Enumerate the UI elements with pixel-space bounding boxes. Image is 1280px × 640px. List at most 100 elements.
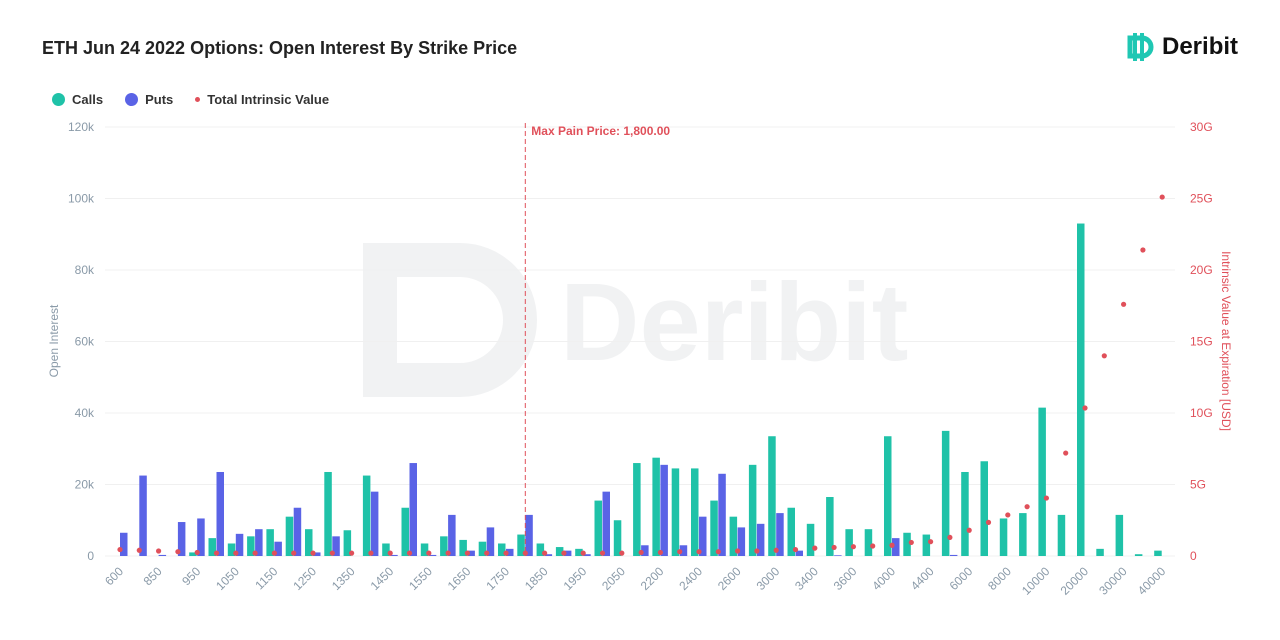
put-bar <box>274 541 282 556</box>
tiv-point <box>542 550 548 556</box>
put-bar <box>448 514 456 556</box>
tiv-point <box>387 550 393 556</box>
y-tick-label: 120k <box>68 120 95 134</box>
call-bar <box>1038 407 1046 556</box>
call-bar <box>382 543 390 556</box>
x-tick-label: 4400 <box>908 564 937 593</box>
watermark-icon <box>363 243 537 397</box>
tiv-point <box>677 549 683 555</box>
tiv-point <box>947 534 953 541</box>
tiv-point <box>406 550 413 556</box>
tiv-point <box>773 547 779 553</box>
call-bar <box>285 516 294 556</box>
legend-calls[interactable]: Calls <box>52 92 103 107</box>
call-bar <box>633 463 641 556</box>
call-bar <box>247 536 255 556</box>
put-bar <box>370 491 379 556</box>
legend-tiv-label: Total Intrinsic Value <box>207 92 330 107</box>
put-bar <box>795 550 803 556</box>
put-bar <box>120 532 128 556</box>
tiv-point <box>870 543 876 549</box>
put-bar <box>486 527 495 556</box>
call-bar <box>922 534 931 556</box>
legend-puts[interactable]: Puts <box>125 92 173 107</box>
call-bar <box>884 436 892 556</box>
max-pain-label: Max Pain Price: 1,800.00 <box>531 124 670 138</box>
tiv-point <box>754 548 760 554</box>
y2-axis-label: Intrinsic Value at Expiration [USD] <box>1219 251 1233 431</box>
put-bar <box>428 554 437 556</box>
y2-tick-label: 0 <box>1190 549 1197 563</box>
call-bar <box>343 530 352 556</box>
put-bar <box>525 514 533 556</box>
tiv-point <box>156 548 162 554</box>
call-bar <box>362 475 371 556</box>
y-tick-label: 80k <box>75 263 95 277</box>
put-bar <box>834 555 842 556</box>
x-tick-label: 600 <box>102 564 126 588</box>
x-tick-label: 1150 <box>252 564 280 592</box>
call-bar <box>189 552 197 556</box>
tiv-point <box>657 549 664 556</box>
call-bar <box>729 516 738 556</box>
deribit-logo-icon <box>1127 33 1154 61</box>
tiv-point <box>349 550 355 556</box>
put-bar <box>177 522 186 556</box>
call-bar <box>826 497 834 556</box>
y-axis-label: Open Interest <box>47 304 61 377</box>
put-bar <box>544 554 553 556</box>
call-bar <box>1077 223 1085 556</box>
y-tick-label: 0 <box>87 549 94 563</box>
put-bar <box>216 471 224 556</box>
x-tick-label: 8000 <box>985 564 1014 593</box>
tiv-point <box>792 546 799 553</box>
tiv-point <box>561 550 567 556</box>
x-tick-label: 3400 <box>792 564 821 593</box>
tiv-point <box>831 544 837 551</box>
tiv-point <box>484 550 490 556</box>
x-tick-label: 1650 <box>445 564 474 593</box>
put-bar <box>563 550 572 556</box>
tiv-point <box>889 542 895 548</box>
put-bar <box>313 552 321 556</box>
call-bar <box>1154 550 1162 556</box>
tiv-point <box>908 539 914 546</box>
y-tick-label: 100k <box>68 192 95 206</box>
tiv-point <box>1082 405 1088 411</box>
put-bar <box>139 475 147 556</box>
tiv-point <box>1140 247 1146 253</box>
call-bar <box>691 468 699 556</box>
tiv-point <box>580 550 586 556</box>
tiv-swatch <box>195 97 201 102</box>
y2-tick-label: 30G <box>1190 120 1213 134</box>
call-bar <box>652 457 660 556</box>
call-bar <box>1134 554 1143 556</box>
call-bar <box>961 471 969 556</box>
tiv-point <box>503 550 509 556</box>
tiv-point <box>1101 353 1107 359</box>
y2-tick-label: 25G <box>1190 192 1213 206</box>
call-bar <box>1019 513 1027 556</box>
put-bar <box>409 463 417 556</box>
call-bar <box>208 538 216 556</box>
put-bar <box>293 507 302 556</box>
tiv-point <box>233 550 239 556</box>
legend-tiv[interactable]: Total Intrinsic Value <box>195 92 329 107</box>
x-tick-label: 2600 <box>715 564 744 593</box>
tiv-point <box>966 527 972 533</box>
watermark: Deribit <box>560 261 908 384</box>
put-bar <box>583 554 591 556</box>
x-tick-label: 40000 <box>1135 564 1169 598</box>
put-bar <box>737 527 746 556</box>
x-tick-label: 1950 <box>561 564 590 593</box>
tiv-point <box>696 549 702 555</box>
legend-puts-label: Puts <box>145 92 174 107</box>
call-bar <box>459 539 467 556</box>
put-bar <box>776 513 784 556</box>
call-bar <box>748 464 757 556</box>
x-tick-label: 1550 <box>406 564 435 593</box>
tiv-point <box>445 550 451 556</box>
tiv-point <box>985 519 992 525</box>
x-tick-label: 2050 <box>599 564 628 593</box>
